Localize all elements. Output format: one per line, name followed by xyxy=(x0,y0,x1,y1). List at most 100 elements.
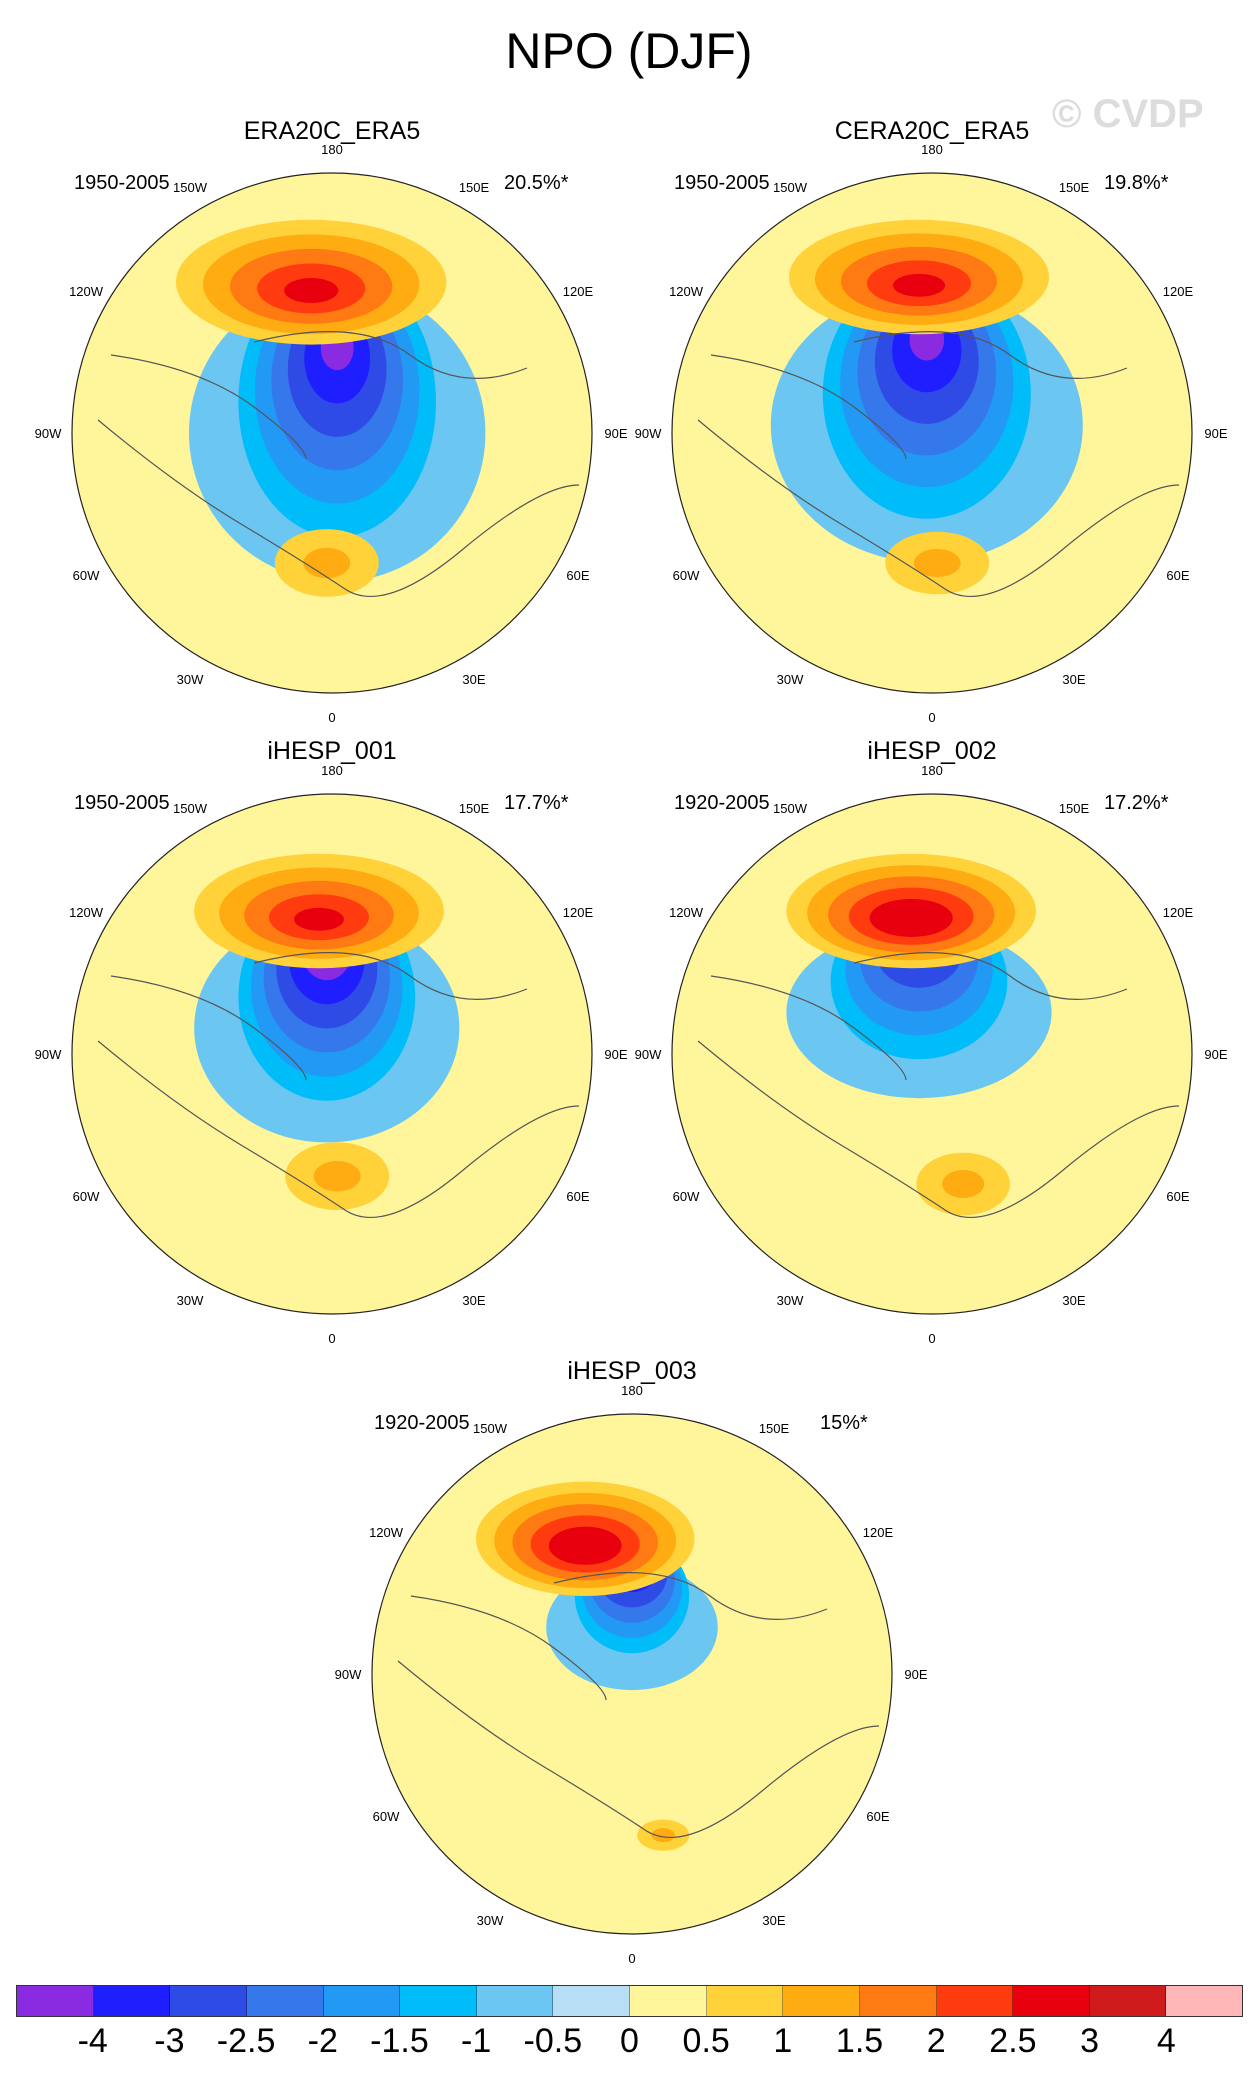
colorbar-swatch xyxy=(93,1986,171,2016)
panel-variance-3: 17.7%* xyxy=(504,792,569,814)
colorbar-tick-label: -0.5 xyxy=(523,2022,583,2060)
panel-title-ihesp-003: iHESP_003 xyxy=(567,1357,697,1385)
longitude-label: 0 xyxy=(328,1331,335,1346)
map-boundary xyxy=(671,793,1193,1315)
panel-variance-1: 20.5%* xyxy=(504,172,569,194)
map-boundary xyxy=(71,172,593,694)
longitude-label: 30E xyxy=(462,672,485,687)
panel-title-ihesp-001: iHESP_001 xyxy=(267,737,397,765)
colorbar-swatch xyxy=(476,1986,554,2016)
polar-map-era20c-era5: 180 150E 120E 90E 60E 30E 0 30W 60W 90W 120W 150W xyxy=(35,142,628,725)
colorbar-tick-label: -2.5 xyxy=(216,2022,276,2060)
map-boundary xyxy=(71,793,593,1315)
longitude-label: 120W xyxy=(69,905,104,920)
longitude-label: 0 xyxy=(928,1331,935,1346)
colorbar-swatch xyxy=(859,1986,937,2016)
colorbar-tick-label: 0.5 xyxy=(682,2022,730,2060)
colorbar-swatch xyxy=(783,1986,860,2016)
longitude-label: 150W xyxy=(173,180,208,195)
colorbar-swatch xyxy=(630,1986,707,2016)
polar-map-ihesp-003: 180 150E 120E 90E 60E 30E 0 30W 60W 90W 120W 150W xyxy=(335,1383,928,1966)
longitude-label: 180 xyxy=(321,142,343,157)
positive-anomaly-contour xyxy=(284,278,339,303)
longitude-label: 150E xyxy=(1059,180,1090,195)
longitude-label: 90W xyxy=(35,426,62,441)
coastline xyxy=(397,1572,880,1838)
longitude-label: 180 xyxy=(321,763,343,778)
coastline xyxy=(697,331,1180,597)
colorbar-tick-label: 1 xyxy=(773,2022,793,2060)
longitude-label: 30W xyxy=(177,672,204,687)
colorbar-tick-label: -2 xyxy=(307,2022,338,2060)
panel-variance-5: 15%* xyxy=(820,1412,868,1434)
colorbar-tick-label: 3 xyxy=(1080,2022,1100,2060)
longitude-label: 0 xyxy=(628,1951,635,1966)
colorbar-tick-label: 2.5 xyxy=(989,2022,1037,2060)
panel-period-3: 1950-2005 xyxy=(74,792,170,814)
colorbar-swatch xyxy=(323,1986,401,2016)
longitude-label: 60W xyxy=(73,568,100,583)
coastline xyxy=(97,952,580,1218)
longitude-label: 90W xyxy=(35,1047,62,1062)
panel-period-1: 1950-2005 xyxy=(74,172,170,194)
longitude-label: 120E xyxy=(563,284,594,299)
longitude-label: 30W xyxy=(177,1293,204,1308)
longitude-label: 90W xyxy=(635,1047,662,1062)
colorbar-tick-label: -4 xyxy=(77,2022,108,2060)
longitude-label: 150W xyxy=(773,180,808,195)
colorbar-swatch xyxy=(1166,1986,1242,2016)
cvdp-watermark: © CVDP xyxy=(1052,92,1204,136)
positive-anomaly-contour xyxy=(893,273,945,297)
positive-anomaly-contour xyxy=(294,907,344,931)
longitude-label: 90E xyxy=(1204,426,1227,441)
longitude-label: 90W xyxy=(635,426,662,441)
longitude-label: 90E xyxy=(604,426,627,441)
longitude-label: 180 xyxy=(921,142,943,157)
longitude-label: 120W xyxy=(369,1525,404,1540)
panel-period-5: 1920-2005 xyxy=(374,1412,470,1434)
positive-anomaly-contour xyxy=(303,547,351,579)
positive-anomaly-contour xyxy=(567,1537,604,1557)
longitude-label: 0 xyxy=(328,710,335,725)
colorbar-tick-label: -1.5 xyxy=(370,2022,429,2060)
longitude-label: 150E xyxy=(459,180,490,195)
longitude-label: 150E xyxy=(759,1421,790,1436)
panel-variance-4: 17.2%* xyxy=(1104,792,1169,814)
colorbar-tick-label: 0 xyxy=(620,2022,639,2060)
longitude-label: 60E xyxy=(866,1809,889,1824)
panel-title-era20c-era5: ERA20C_ERA5 xyxy=(243,117,421,145)
longitude-label: 60W xyxy=(373,1809,400,1824)
longitude-label: 30E xyxy=(1062,672,1085,687)
colorbar-tick-label: 2 xyxy=(926,2022,946,2060)
longitude-label: 60W xyxy=(673,1189,700,1204)
positive-anomaly-contour xyxy=(651,1828,675,1843)
colorbar-tick-label: -1 xyxy=(461,2022,492,2060)
longitude-label: 90E xyxy=(1204,1047,1227,1062)
longitude-label: 0 xyxy=(928,710,935,725)
panel-title-ihesp-002: iHESP_002 xyxy=(867,737,997,765)
colorbar-swatch xyxy=(246,1986,324,2016)
colorbar-swatch xyxy=(1013,1986,1090,2016)
colorbar-swatch xyxy=(706,1986,784,2016)
longitude-label: 30W xyxy=(777,672,804,687)
longitude-label: 30E xyxy=(1062,1293,1085,1308)
colorbar-swatch xyxy=(553,1986,630,2016)
colorbar-tick-label: 4 xyxy=(1156,2022,1176,2060)
longitude-label: 180 xyxy=(921,763,943,778)
positive-anomaly-contour xyxy=(913,548,961,578)
map-boundary xyxy=(371,1413,893,1935)
colorbar-swatch xyxy=(936,1986,1014,2016)
longitude-label: 120W xyxy=(669,905,704,920)
colorbar-swatch xyxy=(1089,1986,1167,2016)
longitude-label: 30E xyxy=(762,1913,785,1928)
longitude-label: 90E xyxy=(604,1047,627,1062)
polar-map-ihesp-001: 180 150E 120E 90E 60E 30E 0 30W 60W 90W 120W 150W xyxy=(35,763,628,1346)
longitude-label: 180 xyxy=(621,1383,643,1398)
positive-anomaly-contour xyxy=(313,1160,361,1192)
colorbar-tick-label: 1.5 xyxy=(835,2022,884,2060)
longitude-label: 90E xyxy=(904,1667,927,1682)
longitude-label: 60E xyxy=(1166,1189,1189,1204)
longitude-label: 150W xyxy=(473,1421,508,1436)
longitude-label: 90W xyxy=(335,1667,362,1682)
panel-period-4: 1920-2005 xyxy=(674,792,770,814)
